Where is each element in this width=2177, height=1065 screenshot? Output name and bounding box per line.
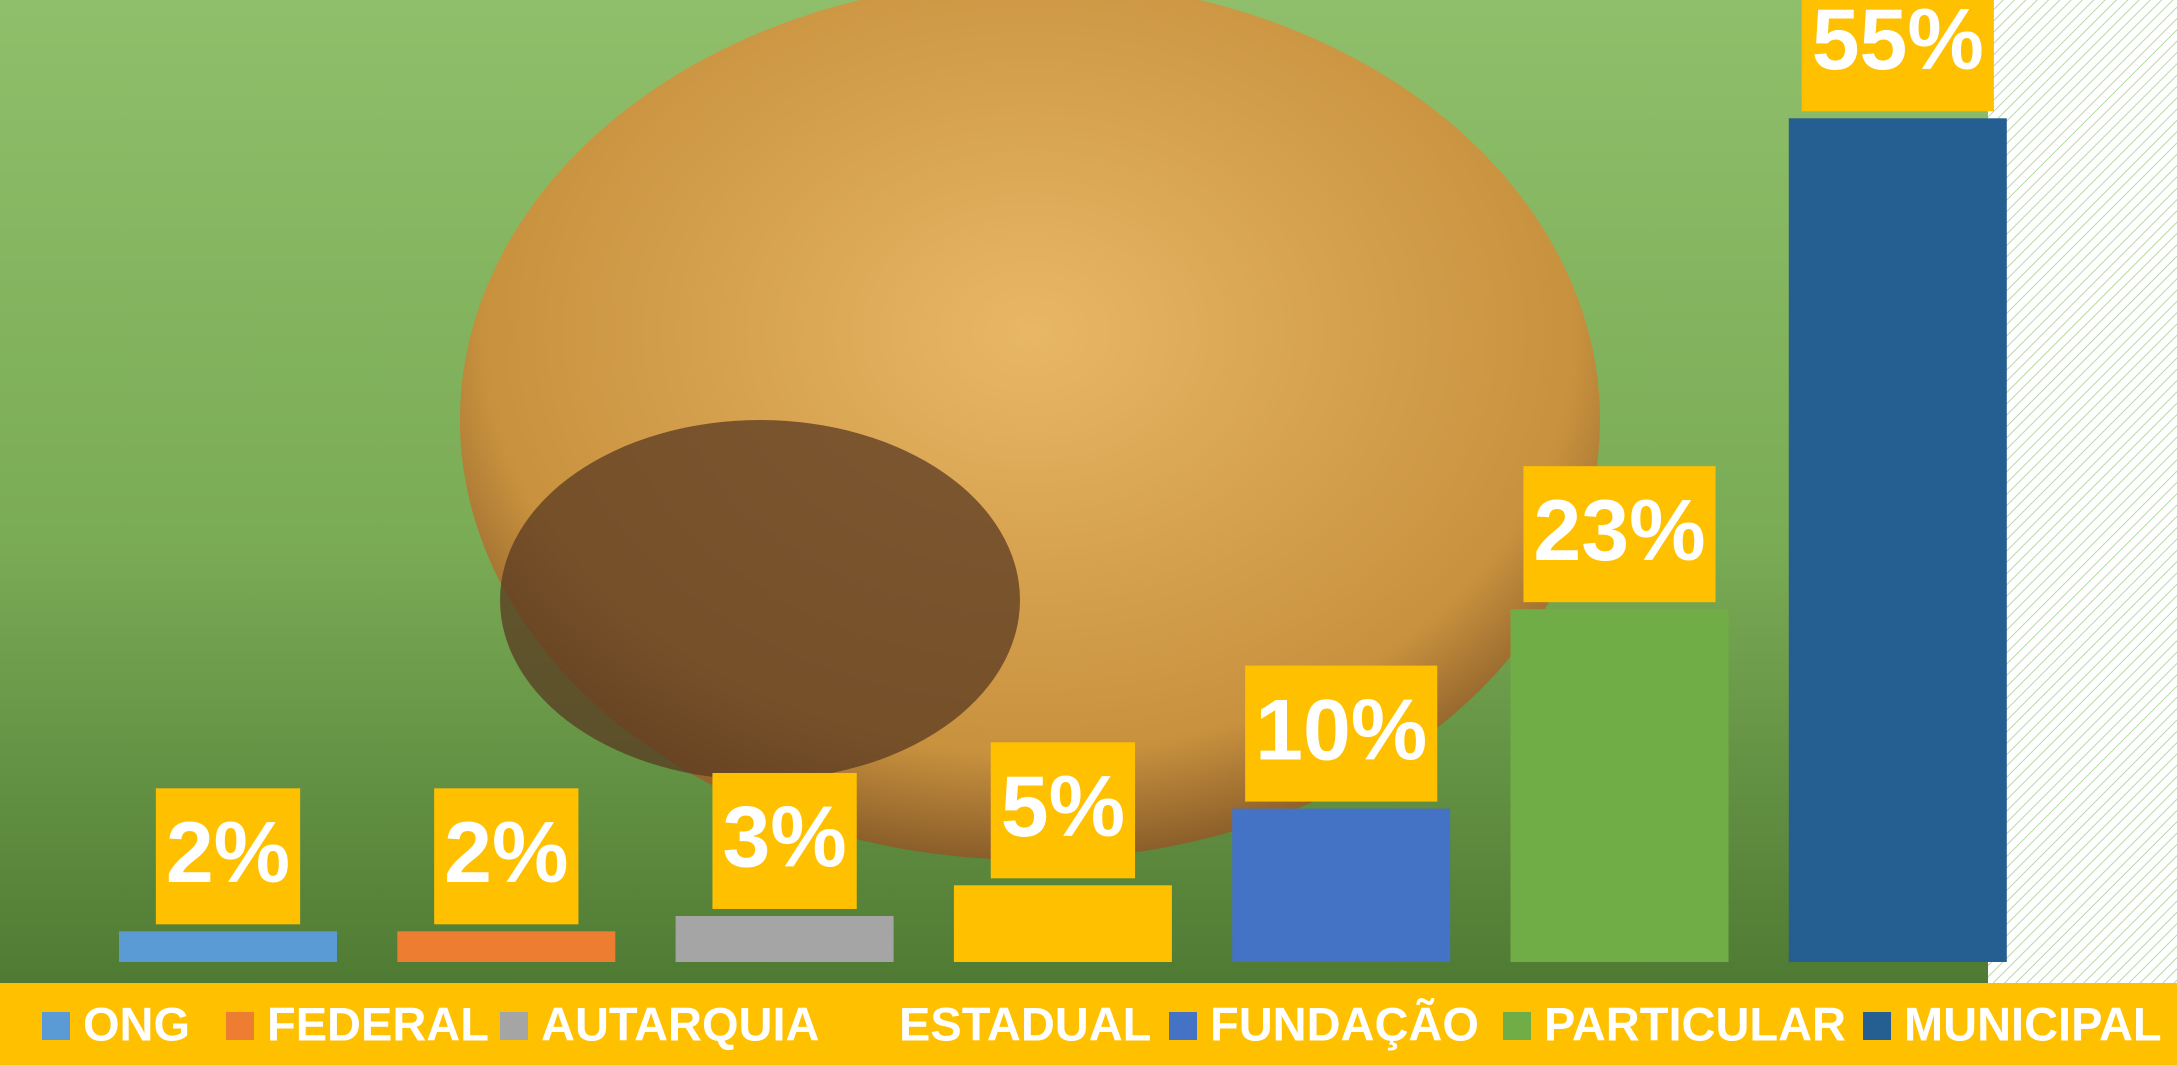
value-label: 55%: [1812, 0, 1984, 88]
legend-label: AUTARQUIA: [541, 997, 820, 1050]
bar: [119, 931, 337, 962]
bar: [1511, 609, 1729, 962]
chart: 2% 2% 3% 5% 10% 23% 55% ONG FEDERAL AUTARQUIA ESTA…: [0, 0, 2177, 1065]
bar: [954, 885, 1172, 962]
legend-marker: [858, 1012, 886, 1040]
legend-label: ESTADUAL: [899, 997, 1151, 1050]
legend-marker: [1169, 1012, 1197, 1040]
legend-marker: [1863, 1012, 1891, 1040]
legend-label: FUNDAÇÃO: [1210, 997, 1479, 1050]
legend-marker: [226, 1012, 254, 1040]
value-label: 2%: [166, 805, 290, 901]
legend-marker: [1503, 1012, 1531, 1040]
value-label: 23%: [1533, 483, 1705, 579]
page: 2% 2% 3% 5% 10% 23% 55% ONG FEDERAL AUTARQUIA ESTA…: [0, 0, 2177, 1065]
value-label: 3%: [722, 790, 846, 886]
bar: [1232, 809, 1450, 962]
photo-armadillo-face: [500, 420, 1020, 780]
bar: [1789, 118, 2007, 962]
legend-label: FEDERAL: [267, 997, 489, 1050]
bar: [397, 931, 615, 962]
legend-label: ONG: [83, 997, 190, 1050]
legend-label: PARTICULAR: [1544, 997, 1846, 1050]
legend-marker: [500, 1012, 528, 1040]
bar: [676, 916, 894, 962]
value-label: 10%: [1255, 682, 1427, 778]
legend-marker: [42, 1012, 70, 1040]
value-label: 2%: [444, 805, 568, 901]
value-label: 5%: [1001, 759, 1125, 855]
legend-label: MUNICIPAL: [1904, 997, 2162, 1050]
